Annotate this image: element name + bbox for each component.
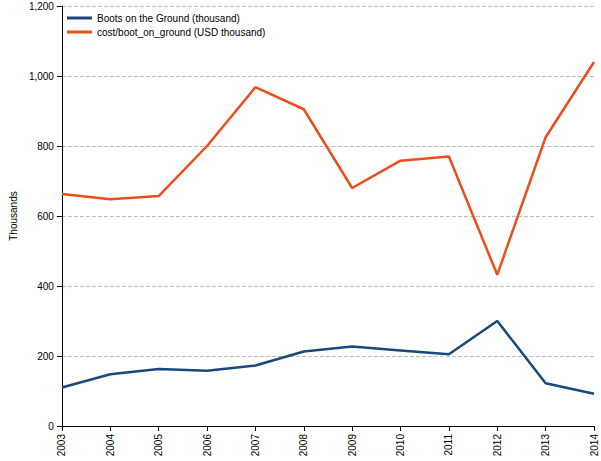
svg-text:600: 600 xyxy=(37,211,54,222)
svg-text:Thousands: Thousands xyxy=(8,191,19,240)
svg-text:2005: 2005 xyxy=(153,434,164,457)
svg-text:2004: 2004 xyxy=(105,434,116,457)
svg-text:cost/boot_on_ground (USD thous: cost/boot_on_ground (USD thousand) xyxy=(97,27,265,38)
svg-text:Boots on the Ground (thousand): Boots on the Ground (thousand) xyxy=(97,13,240,24)
svg-text:2009: 2009 xyxy=(347,434,358,457)
svg-text:2007: 2007 xyxy=(250,434,261,457)
svg-text:1,200: 1,200 xyxy=(29,1,54,12)
svg-text:400: 400 xyxy=(37,281,54,292)
svg-text:2011: 2011 xyxy=(443,434,454,456)
svg-text:0: 0 xyxy=(48,421,54,432)
svg-text:2010: 2010 xyxy=(395,434,406,457)
svg-text:2003: 2003 xyxy=(56,434,67,457)
svg-text:800: 800 xyxy=(37,141,54,152)
svg-text:2013: 2013 xyxy=(540,434,551,457)
svg-text:2008: 2008 xyxy=(298,434,309,457)
svg-text:2014: 2014 xyxy=(589,434,600,457)
svg-text:200: 200 xyxy=(37,351,54,362)
svg-text:1,000: 1,000 xyxy=(29,71,54,82)
svg-text:2012: 2012 xyxy=(492,434,503,457)
svg-text:2006: 2006 xyxy=(202,434,213,457)
